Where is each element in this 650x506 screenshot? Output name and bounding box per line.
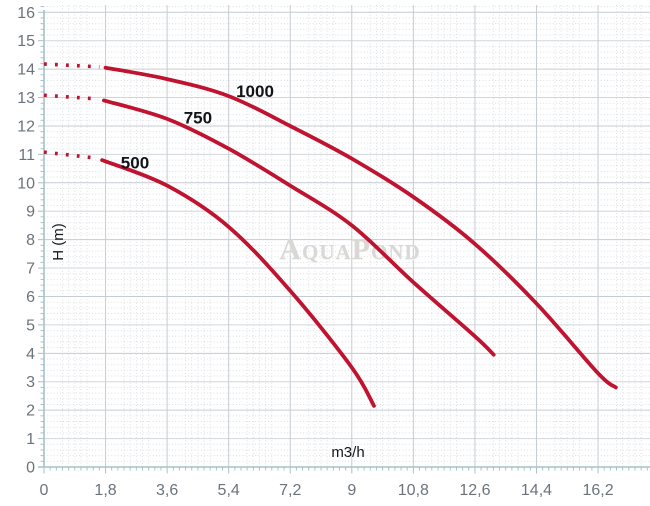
- x-tick-label: 0: [40, 482, 49, 499]
- y-axis-title: H (m): [50, 223, 67, 261]
- y-tick-label: 10: [17, 175, 35, 192]
- y-tick-label: 13: [17, 90, 35, 107]
- x-axis-title: m3/h: [331, 444, 365, 461]
- curve-dotted-lead-750: [43, 93, 98, 101]
- curve-750: [102, 98, 496, 357]
- y-tick-label: 15: [17, 33, 35, 50]
- y-tick-label: 14: [17, 62, 35, 79]
- x-tick-label: 16,2: [582, 482, 613, 499]
- curve-500: [100, 158, 376, 408]
- y-tick-label: 9: [26, 204, 35, 221]
- y-tick-label: 2: [26, 403, 35, 420]
- y-tick-label: 5: [26, 317, 35, 334]
- curve-label-500: 500: [121, 153, 149, 172]
- y-tick-label: 4: [26, 346, 35, 363]
- y-tick-label: 0: [26, 460, 35, 477]
- curve-label-750: 750: [184, 108, 212, 127]
- y-tick-label: 1: [26, 431, 35, 448]
- curve-dotted-lead-500: [43, 150, 97, 160]
- x-tick-label: 1,8: [94, 482, 116, 499]
- x-tick-label: 5,4: [218, 482, 240, 499]
- x-tick-label: 14,4: [521, 482, 552, 499]
- x-tick-label: 7,2: [279, 482, 301, 499]
- x-tick-label: 9: [347, 482, 356, 499]
- y-tick-label: 3: [26, 374, 35, 391]
- y-tick-label: 7: [26, 261, 35, 278]
- watermark: AquaPond: [279, 233, 421, 266]
- y-tick-label: 8: [26, 232, 35, 249]
- y-tick-label: 12: [17, 118, 35, 135]
- x-tick-label: 10,8: [398, 482, 429, 499]
- y-tick-label: 11: [18, 147, 35, 164]
- x-tick-label: 12,6: [459, 482, 490, 499]
- y-tick-label: 6: [26, 289, 35, 306]
- curve-dotted-lead-1000: [43, 62, 100, 69]
- y-tick-label: 16: [17, 5, 35, 22]
- curve-label-1000: 1000: [236, 82, 274, 101]
- x-tick-label: 3,6: [156, 482, 178, 499]
- curve-1000: [103, 65, 618, 390]
